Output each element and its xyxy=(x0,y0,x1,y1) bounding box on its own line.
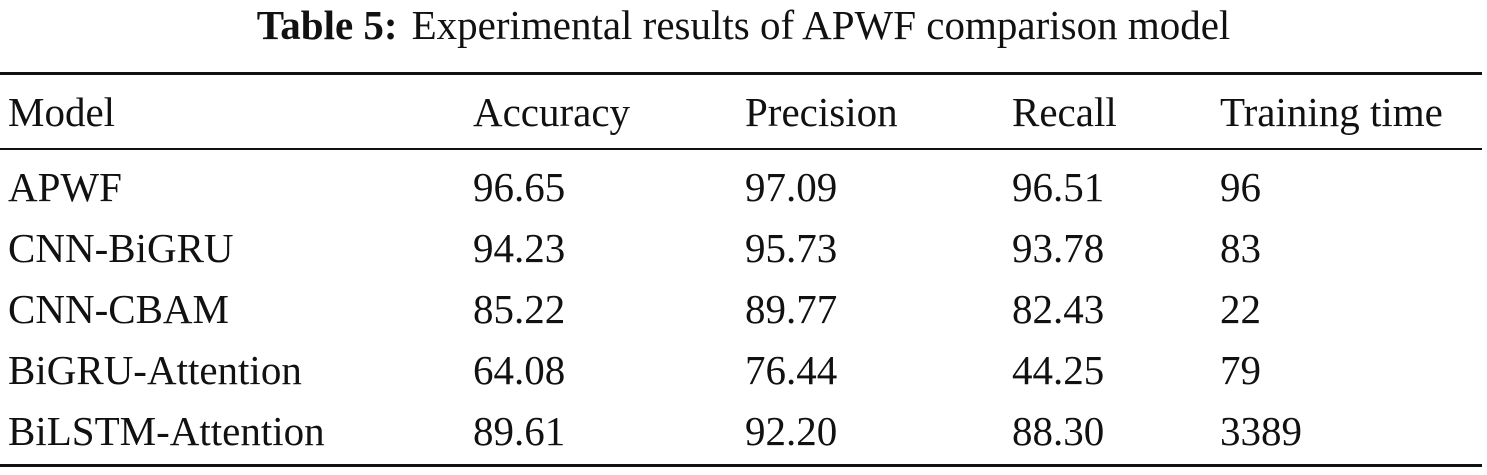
row-label: BiLSTM-Attention xyxy=(8,408,325,454)
table-cell: 82.43 xyxy=(1012,286,1105,332)
table-cell: 96.65 xyxy=(473,164,566,210)
table-cell: 96 xyxy=(1220,164,1261,210)
row-label: CNN-BiGRU xyxy=(8,225,234,271)
row-label: CNN-CBAM xyxy=(8,286,229,332)
table-cell: 79 xyxy=(1220,347,1261,393)
table-cell: 3389 xyxy=(1220,408,1302,454)
row-label: BiGRU-Attention xyxy=(8,347,302,393)
table-cell: 92.20 xyxy=(745,408,838,454)
table-cell: 95.73 xyxy=(745,225,838,271)
header-cell: Recall xyxy=(1012,89,1117,135)
table-cell: 85.22 xyxy=(473,286,566,332)
table-cell: 88.30 xyxy=(1012,408,1105,454)
table-cell: 64.08 xyxy=(473,347,566,393)
bottom-rule xyxy=(0,464,1482,467)
table-cell: 97.09 xyxy=(745,164,838,210)
table-cell: 93.78 xyxy=(1012,225,1105,271)
table-cell: 44.25 xyxy=(1012,347,1105,393)
header-rule xyxy=(0,148,1482,150)
row-label: APWF xyxy=(8,164,122,210)
table-cell: 83 xyxy=(1220,225,1261,271)
table-caption: Table 5: Experimental results of APWF com… xyxy=(0,0,1487,50)
caption-label: Table 5: xyxy=(256,2,398,48)
header-cell: Precision xyxy=(745,89,898,135)
table-cell: 76.44 xyxy=(745,347,838,393)
header-cell: Accuracy xyxy=(473,89,631,135)
top-rule xyxy=(0,72,1482,75)
header-cell: Model xyxy=(8,89,116,135)
table-cell: 96.51 xyxy=(1012,164,1105,210)
table-cell: 89.77 xyxy=(745,286,838,332)
table-cell: 94.23 xyxy=(473,225,566,271)
table-cell: 22 xyxy=(1220,286,1261,332)
table-cell: 89.61 xyxy=(473,408,566,454)
header-cell: Training time xyxy=(1220,89,1443,135)
caption-text: Experimental results of APWF comparison … xyxy=(411,2,1231,48)
